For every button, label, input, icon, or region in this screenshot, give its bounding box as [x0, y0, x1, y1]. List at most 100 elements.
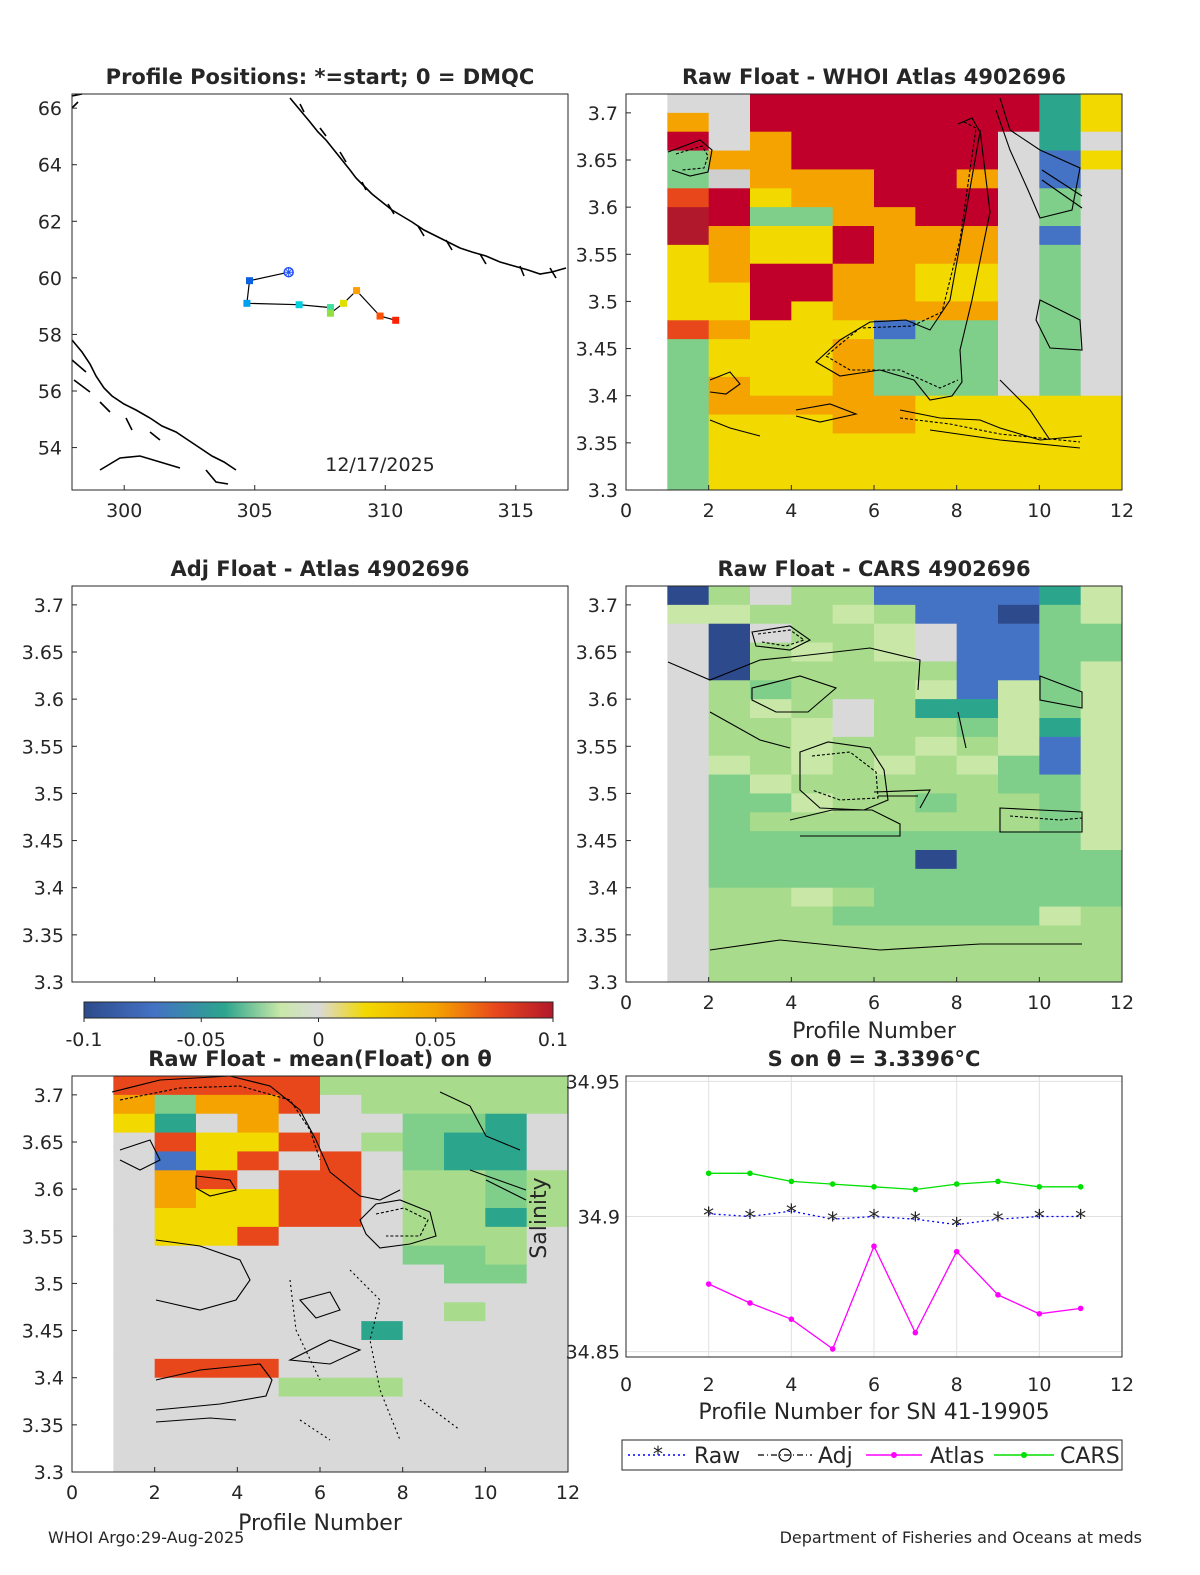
mean-cell — [278, 1113, 321, 1133]
atlas-cell — [708, 471, 751, 491]
cars-cell — [832, 774, 875, 794]
cars-cell — [832, 642, 875, 662]
greenland-coast-detail — [299, 103, 557, 279]
mean-cell — [402, 1226, 445, 1247]
profile-tick-label: 12 — [1110, 992, 1134, 1014]
cars-cell — [1039, 906, 1082, 926]
mean-cell — [444, 1226, 486, 1247]
profile-tick-label: 10 — [473, 1482, 497, 1504]
atlas-cell — [998, 376, 1040, 397]
cars-cell — [956, 963, 999, 983]
cars-contours — [667, 625, 1083, 951]
atlas-cell — [791, 226, 834, 246]
atlas-cell — [791, 395, 834, 415]
mean-cell — [444, 1302, 486, 1322]
atlas-cell — [667, 226, 710, 246]
atlas-cell — [998, 414, 1040, 434]
atlas-cell — [832, 94, 875, 114]
atlas-cell — [667, 263, 710, 283]
theta-tick-label: 3.7 — [588, 103, 618, 125]
theta-tick-label: 3.55 — [22, 1226, 64, 1248]
mean-cell — [526, 1151, 569, 1171]
mean-cell — [113, 1396, 156, 1416]
mean-cell — [237, 1340, 280, 1360]
colorbar-tick-label: 0 — [312, 1029, 324, 1051]
cars-cell — [750, 831, 792, 851]
cars-cell — [1039, 831, 1082, 851]
mean-cell — [113, 1151, 156, 1171]
salinity-x-tick-label: 4 — [785, 1374, 797, 1396]
mean-cell — [361, 1076, 404, 1096]
atlas-cell — [956, 452, 999, 472]
cars-cell — [956, 699, 999, 719]
salinity-series: * * * * * * * * * * — [703, 1170, 1086, 1352]
mean-cell — [485, 1340, 528, 1360]
cars-cell — [708, 623, 751, 643]
series-cars-point — [747, 1170, 753, 1177]
atlas-cell — [874, 358, 916, 378]
mean-cell — [361, 1132, 404, 1152]
atlas-cell — [708, 301, 751, 321]
mean-cell — [237, 1283, 280, 1303]
atlas-cell — [750, 395, 792, 415]
cars-cell — [750, 736, 792, 757]
atlas-cell — [1080, 395, 1123, 415]
theta-tick-label: 3.6 — [588, 197, 618, 219]
cars-cell — [1039, 755, 1082, 775]
atlas-cell — [750, 150, 792, 170]
atlas-cell — [708, 131, 751, 151]
atlas-cell — [1039, 188, 1082, 208]
cars-cell — [956, 925, 999, 945]
cars-cell — [956, 906, 999, 926]
atlas-cell — [667, 433, 710, 453]
atlas-cell — [1080, 207, 1123, 227]
profile-tick-label: 12 — [556, 1482, 580, 1504]
cars-cell — [832, 604, 875, 625]
cars-cell — [832, 736, 875, 757]
theta-tick-label: 3.3 — [34, 1462, 64, 1484]
atlas-cell — [874, 395, 916, 415]
cars-cell — [832, 812, 875, 832]
atlas-cell — [1080, 263, 1123, 283]
atlas-cell — [1039, 433, 1082, 453]
cars-cell — [750, 642, 792, 662]
atlas-cell — [956, 207, 999, 227]
mean-cell — [154, 1415, 197, 1435]
atlas-cell — [998, 282, 1040, 302]
footer-right: Department of Fisheries and Oceans at me… — [780, 1528, 1142, 1547]
cars-cell — [1039, 642, 1082, 662]
cars-cell — [956, 944, 999, 964]
cars-cell — [1039, 887, 1082, 907]
series-raw-point: * — [703, 1204, 714, 1229]
atlas-cell — [915, 414, 958, 434]
mean-cell — [237, 1113, 280, 1133]
mean-cell — [113, 1434, 156, 1454]
series-atlas-point — [1036, 1310, 1043, 1317]
cars-cell — [1080, 755, 1123, 775]
mean-cell — [237, 1453, 280, 1473]
mean-cell — [444, 1170, 486, 1190]
cars-cell — [750, 812, 792, 832]
atlas-cell — [791, 244, 834, 265]
series-raw-point: * — [951, 1215, 962, 1240]
salinity-panel: S on θ = 3.3396°C * * * * * * * * * * 0 2 4 6 8 10 12 34… — [527, 1047, 1134, 1425]
atlas-cell — [750, 131, 792, 151]
cars-cell — [1039, 850, 1082, 870]
atlas-cell — [791, 320, 834, 340]
mean-cell — [444, 1094, 486, 1115]
cars-cell — [1080, 831, 1123, 851]
cars-cell — [874, 718, 916, 738]
atlas-cell — [832, 188, 875, 208]
atlas-cell — [708, 376, 751, 397]
atlas-cell — [667, 150, 710, 170]
track-point — [295, 301, 303, 309]
cars-cell — [915, 944, 958, 964]
cars-cell — [1039, 604, 1082, 625]
mean-cell — [196, 1094, 238, 1115]
atlas-panel: Raw Float - WHOI Atlas 4902696 — [625, 65, 1123, 491]
mean-cell — [485, 1396, 528, 1416]
mean-cell — [237, 1151, 280, 1171]
atlas-cell — [708, 320, 751, 340]
mean-cell — [320, 1321, 362, 1341]
atlas-cell — [998, 358, 1040, 378]
